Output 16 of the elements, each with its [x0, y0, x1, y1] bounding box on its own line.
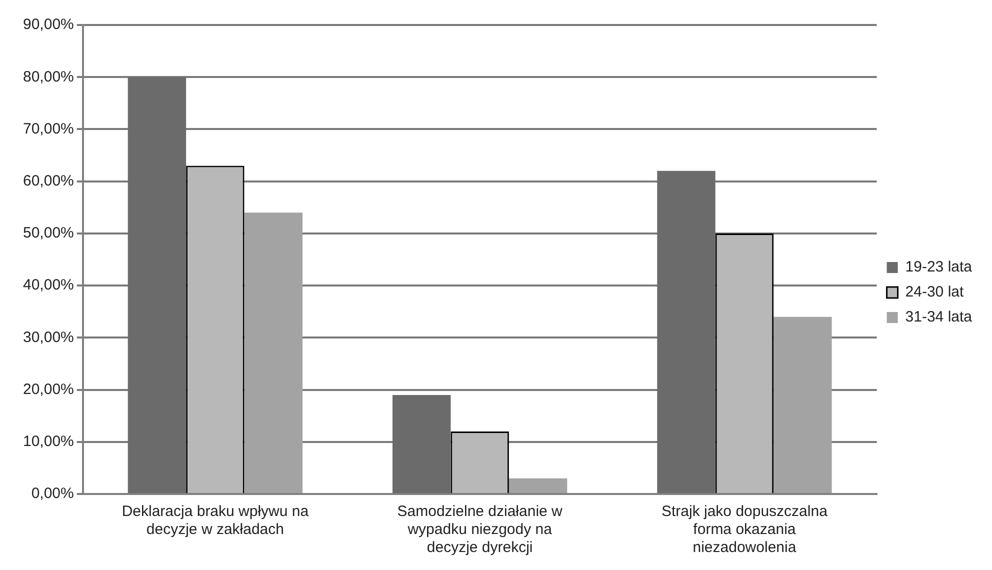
y-tick-label: 60,00%: [23, 172, 74, 190]
legend-label: 31-34 lata: [905, 308, 973, 326]
legend-label: 24-30 lat: [905, 284, 964, 301]
legend-label: 19-23 lata: [905, 258, 973, 276]
y-tick-label: 40,00%: [23, 276, 74, 294]
y-tick-label: 20,00%: [23, 380, 74, 398]
y-tick-label: 90,00%: [23, 16, 74, 34]
x-tick-label: Strajk jako dopuszczalna forma okazania niezadowolenia: [661, 503, 828, 556]
y-tick-label: 10,00%: [23, 433, 74, 450]
y-tick-label: 80,00%: [23, 68, 74, 86]
x-tick-label: Deklaracja braku wpływu na decyzje w zakładach: [122, 503, 310, 538]
y-tick-label: 50,00%: [23, 224, 74, 242]
x-tick-label: Samodzielne działanie w wypadku niezgody na decyzje dyrekcji: [397, 503, 563, 556]
y-tick-label: 70,00%: [23, 120, 74, 138]
y-tick-label: 30,00%: [23, 328, 74, 346]
y-tick-label: 0,00%: [31, 485, 74, 502]
